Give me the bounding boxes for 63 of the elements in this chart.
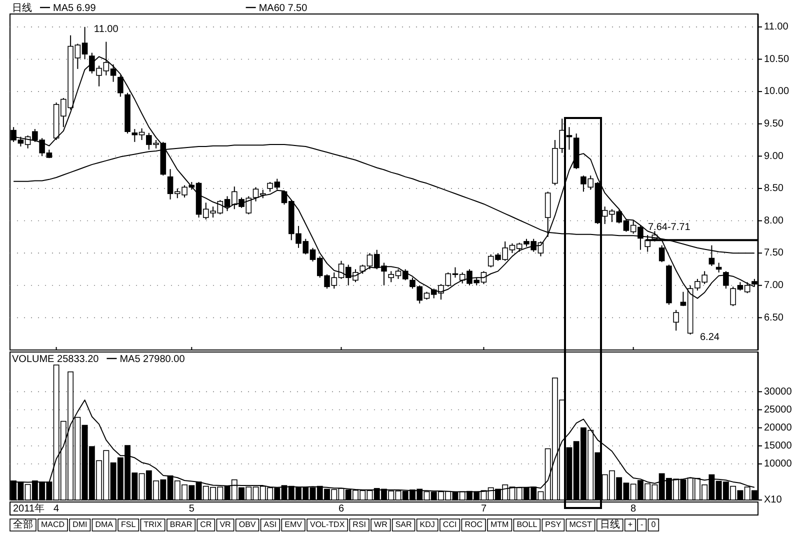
text: 全部: [13, 518, 33, 531]
y-tick-label: 10000: [764, 458, 792, 470]
y-tick-label: 11.00: [764, 22, 789, 33]
text: VR: [220, 520, 232, 530]
chart-title: 日线: [12, 2, 32, 14]
candlestick: [716, 262, 722, 273]
text: 日线: [600, 518, 620, 531]
text: MTM: [490, 520, 510, 530]
text: BRAR: [170, 520, 192, 530]
annotation: 6.24: [700, 332, 720, 343]
candlestick: [723, 270, 729, 290]
y-tick-label: X10: [764, 494, 782, 506]
text: 0: [651, 520, 656, 530]
x-tick-label: 7: [480, 504, 487, 515]
y-tick-label: 9.50: [764, 118, 784, 130]
y-tick-label: 8.00: [764, 215, 784, 226]
text: +: [628, 520, 633, 530]
text: VOL-TDX: [310, 520, 346, 530]
text: WR: [374, 520, 388, 530]
y-tick-label: 15000: [764, 440, 792, 452]
text: KDJ: [420, 520, 435, 530]
text: DMA: [95, 520, 114, 530]
y-tick-label: 25000: [764, 404, 792, 416]
annotation: 7.64-7.71: [648, 222, 691, 233]
y-tick-label: 9.00: [764, 150, 784, 162]
y-tick-label: 6.50: [764, 312, 784, 324]
candlestick: [673, 309, 679, 332]
x-tick-label: 5: [188, 504, 195, 515]
legend-label: MA60 7.50: [258, 3, 308, 14]
text: ASI: [264, 520, 277, 530]
text: ROC: [464, 520, 483, 530]
text: OBV: [238, 520, 256, 530]
x-tick-label: 6: [338, 504, 344, 515]
text: TRIX: [144, 520, 163, 530]
y-tick-label: 20000: [764, 422, 792, 434]
text: CCI: [442, 520, 457, 530]
y-tick-label: 10.50: [764, 54, 790, 65]
candlestick: [566, 126, 572, 150]
text: CR: [200, 520, 212, 530]
annotation: 11.00: [94, 24, 119, 35]
y-tick-label: 7.50: [764, 248, 784, 259]
text: DMI: [72, 520, 88, 530]
legend-label: MA5 27980.00: [120, 354, 186, 365]
text: FSL: [121, 520, 136, 530]
text: -: [640, 520, 644, 530]
text: BOLL: [516, 520, 538, 530]
x-tick-label: 4: [54, 504, 60, 515]
candlestick: [118, 74, 124, 98]
text: PSY: [545, 520, 562, 530]
legend-label: MA5 6.99: [53, 3, 96, 14]
candlestick: [658, 244, 665, 263]
y-tick-label: 7.00: [764, 280, 784, 292]
text: MCST: [569, 520, 592, 530]
text: RSI: [352, 520, 366, 530]
chart-title: VOLUME 25833.20: [12, 354, 100, 365]
text: EMV: [284, 520, 303, 530]
y-tick-label: 30000: [764, 386, 792, 398]
x-tick-label: 8: [630, 504, 637, 515]
text: 2011年: [13, 502, 45, 515]
y-tick-label: 10.00: [764, 86, 790, 98]
text: SAR: [395, 520, 412, 530]
text: MACD: [41, 520, 65, 530]
y-tick-label: 8.50: [764, 183, 784, 194]
